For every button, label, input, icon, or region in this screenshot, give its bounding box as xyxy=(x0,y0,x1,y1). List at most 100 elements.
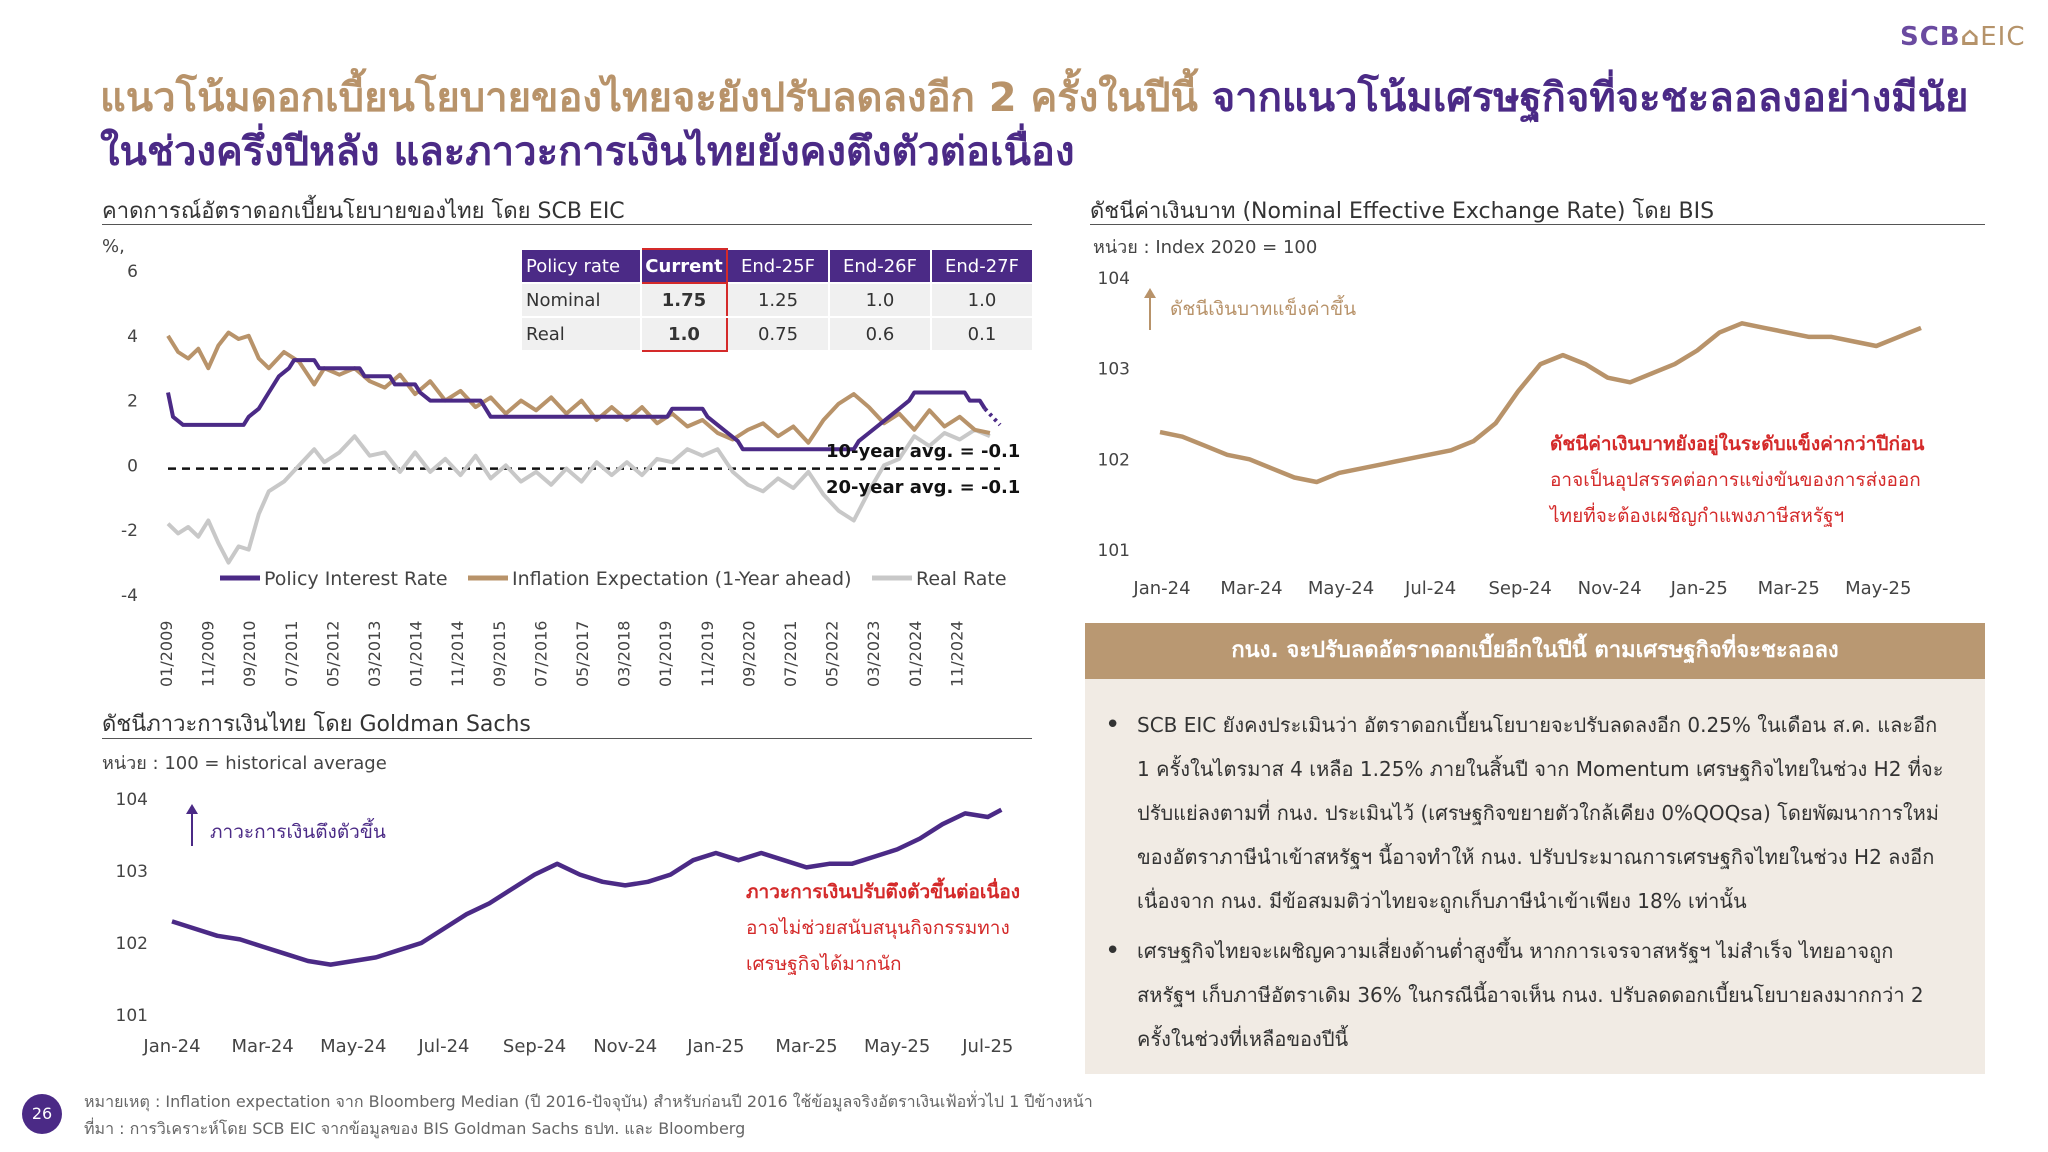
x-tick-label: 03/2018 xyxy=(615,621,634,687)
y-tick-label: 102 xyxy=(116,934,148,954)
x-tick-label: 11/2014 xyxy=(448,621,467,687)
series-real-rate xyxy=(166,427,991,565)
x-tick-label: Jan-25 xyxy=(1670,578,1728,599)
x-tick-label: 11/2019 xyxy=(698,621,717,687)
policy-unit: %, xyxy=(102,236,125,257)
x-tick-label: 11/2024 xyxy=(947,621,966,687)
x-tick-label: Nov-24 xyxy=(593,1036,657,1057)
bullet-dot-icon: • xyxy=(1105,936,1121,966)
y-tick-label: -2 xyxy=(121,521,138,541)
x-tick-label: 03/2023 xyxy=(864,621,883,687)
up-arrowhead-icon xyxy=(1144,288,1156,298)
y-tick-label: 101 xyxy=(1098,541,1130,561)
series-policy-interest-rate xyxy=(166,358,987,452)
table-row-label: Real xyxy=(520,316,642,352)
title-purple-part: จากแนวโน้มเศรษฐกิจที่จะชะลอลงอย่างมีนัย xyxy=(1197,75,1969,121)
up-arrowhead-icon xyxy=(186,804,198,814)
avg10-label: 10-year avg. = -0.1 xyxy=(826,441,1020,462)
table-row-label: Nominal xyxy=(520,282,642,318)
x-tick-label: 07/2011 xyxy=(282,621,301,687)
x-tick-label: Sep-24 xyxy=(1488,578,1551,599)
x-tick-label: 01/2009 xyxy=(157,621,176,687)
y-tick-label: 103 xyxy=(1098,360,1130,380)
y-tick-label: -4 xyxy=(121,586,138,606)
x-tick-label: Mar-24 xyxy=(232,1036,294,1057)
y-tick-label: 102 xyxy=(1098,450,1130,470)
neer-title-rule xyxy=(1090,224,1985,225)
table-header: End-26F xyxy=(828,248,932,284)
x-tick-label: Jul-24 xyxy=(417,1036,469,1057)
scb-eic-logo: SCB⌂EIC xyxy=(1900,22,2026,52)
table-header-current: Current xyxy=(640,248,728,284)
gs-unit: หน่วย : 100 = historical average xyxy=(102,753,387,774)
neer-unit: หน่วย : Index 2020 = 100 xyxy=(1093,237,1318,258)
legend-label: Policy Interest Rate xyxy=(264,568,448,590)
x-tick-label: 09/2020 xyxy=(739,621,758,687)
table-cell: 0.75 xyxy=(726,316,830,352)
policy-rate-forecast xyxy=(983,407,1002,427)
x-tick-label: 09/2015 xyxy=(490,621,509,687)
page-title-line2: ในช่วงครึ่งปีหลัง และภาวะการเงินไทยยังคง… xyxy=(100,129,1075,175)
x-tick-label: Mar-24 xyxy=(1220,578,1282,599)
series-neer-index xyxy=(1159,321,1922,485)
page-title-line1: แนวโน้มดอกเบี้ยนโยบายของไทยจะยังปรับลดลง… xyxy=(100,70,1980,126)
table-header-row: Policy rate Current End-25F End-26F End-… xyxy=(520,248,1034,284)
table-row: Real 1.0 0.75 0.6 0.1 xyxy=(520,316,1034,352)
x-tick-label: May-24 xyxy=(320,1036,386,1057)
policy-title-rule xyxy=(102,224,1032,225)
table-row: Nominal 1.75 1.25 1.0 1.0 xyxy=(520,282,1034,318)
series-gs-index xyxy=(171,807,1003,967)
table-cell: 0.6 xyxy=(828,316,932,352)
gs-arrow-label: ภาวะการเงินตึงตัวขึ้น xyxy=(210,818,386,843)
y-tick-label: 6 xyxy=(127,262,138,282)
page-number: 26 xyxy=(22,1094,62,1134)
bullet-text: เศรษฐกิจไทยจะเผชิญความเสี่ยงด้านต่ำสูงขึ… xyxy=(1137,939,1924,1051)
gs-annotation-bold: ภาวะการเงินปรับตึงตัวขึ้นต่อเนื่อง xyxy=(746,877,1020,903)
footnote-source: ที่มา : การวิเคราะห์โดย SCB EIC จากข้อมู… xyxy=(84,1119,746,1138)
x-tick-label: 05/2017 xyxy=(573,621,592,687)
legend-label: Inflation Expectation (1-Year ahead) xyxy=(512,568,852,590)
table-header: End-25F xyxy=(726,248,830,284)
x-tick-label: Jan-24 xyxy=(142,1036,200,1057)
x-tick-label: Jul-25 xyxy=(961,1036,1013,1057)
x-tick-label: Sep-24 xyxy=(503,1036,566,1057)
x-tick-label: 01/2014 xyxy=(407,621,426,687)
neer-chart-title: ดัชนีค่าเงินบาท (Nominal Effective Excha… xyxy=(1090,199,1715,224)
y-tick-label: 2 xyxy=(127,392,138,412)
table-cell: 1.0 xyxy=(930,282,1034,318)
x-tick-label: May-24 xyxy=(1308,578,1374,599)
x-tick-label: Mar-25 xyxy=(1758,578,1820,599)
y-tick-label: 104 xyxy=(1098,269,1130,289)
neer-arrow-label: ดัชนีเงินบาทแข็งค่าขึ้น xyxy=(1170,295,1356,320)
x-tick-label: 01/2024 xyxy=(906,621,925,687)
x-tick-label: 09/2010 xyxy=(240,621,259,687)
avg20-label: 20-year avg. = -0.1 xyxy=(826,477,1020,498)
x-tick-label: Jan-25 xyxy=(686,1036,744,1057)
table-cell: 0.1 xyxy=(930,316,1034,352)
x-tick-label: May-25 xyxy=(1845,578,1911,599)
x-tick-label: 03/2013 xyxy=(365,621,384,687)
x-tick-label: 07/2021 xyxy=(781,621,800,687)
x-tick-label: Jan-24 xyxy=(1132,578,1190,599)
x-tick-label: 11/2009 xyxy=(199,621,218,687)
bullet-item: • เศรษฐกิจไทยจะเผชิญความเสี่ยงด้านต่ำสูง… xyxy=(1105,929,1945,1061)
x-tick-label: Mar-25 xyxy=(775,1036,837,1057)
table-cell: 1.75 xyxy=(640,282,728,318)
home-icon: ⌂ xyxy=(1960,22,1981,52)
table-header: Policy rate xyxy=(520,248,642,284)
table-cell: 1.0 xyxy=(640,316,728,352)
logo-eic: EIC xyxy=(1980,22,2026,52)
x-tick-label: May-25 xyxy=(864,1036,930,1057)
table-cell: 1.25 xyxy=(726,282,830,318)
x-tick-label: 01/2019 xyxy=(656,621,675,687)
gs-annotation-sub2: เศรษฐกิจได้มากนัก xyxy=(746,953,902,975)
neer-annotation-sub1: อาจเป็นอุปสรรคต่อการแข่งขันของการส่งออก xyxy=(1550,467,1921,492)
policy-chart-title: คาดการณ์อัตราดอกเบี้ยนโยบายของไทย โดย SC… xyxy=(102,199,625,224)
footnote-note: หมายเหตุ : Inflation expectation จาก Blo… xyxy=(84,1092,1093,1111)
series-inflation-expectation xyxy=(166,330,991,445)
y-tick-label: 4 xyxy=(127,327,138,347)
gs-financial-conditions-chart: 101 102 103 104 ภาวะการเงินตึงตัวขึ้น ภาวะก… xyxy=(116,790,1021,1057)
title-gold-part: แนวโน้มดอกเบี้ยนโยบายของไทยจะยังปรับลดลง… xyxy=(100,75,1198,121)
y-tick-label: 103 xyxy=(116,862,148,882)
policy-rate-table: Policy rate Current End-25F End-26F End-… xyxy=(520,248,1034,352)
